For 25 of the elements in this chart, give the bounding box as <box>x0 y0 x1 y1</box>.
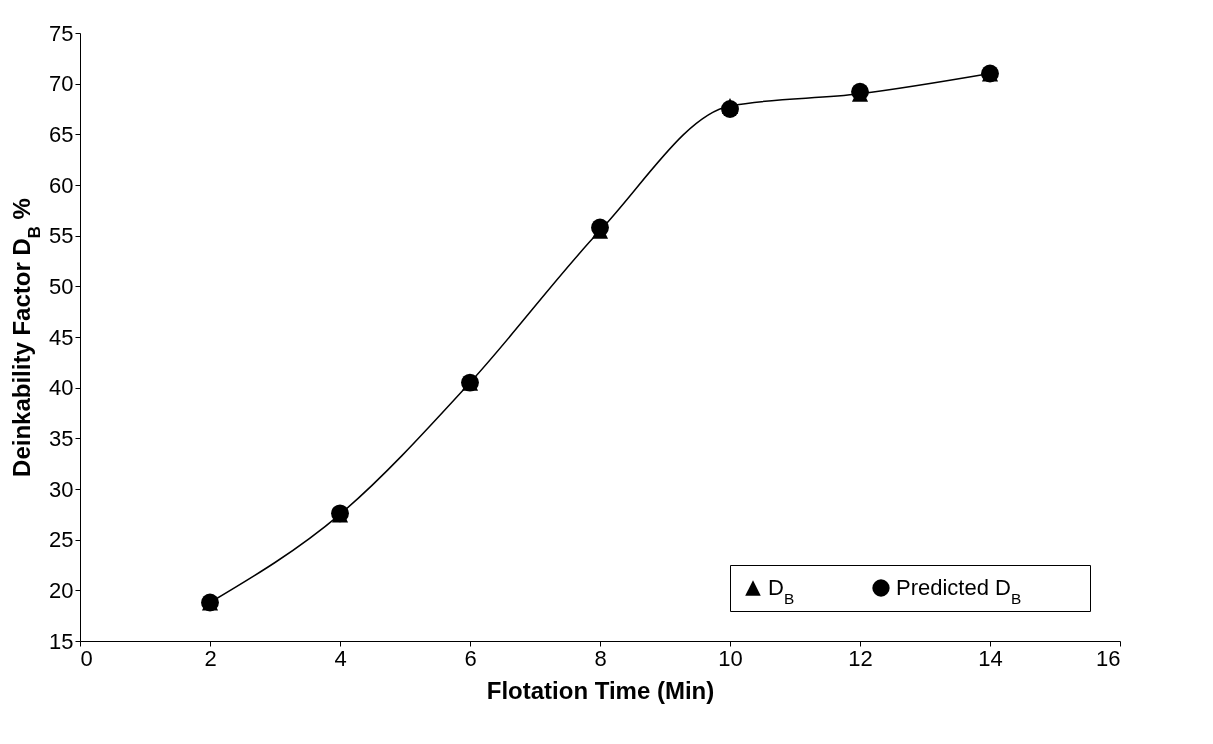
y-tick-label: 45 <box>49 324 74 350</box>
x-tick-label: 6 <box>464 645 477 671</box>
x-axis-title: Flotation Time (Min) <box>486 676 715 704</box>
legend-label: D$_{B}$ <box>768 575 795 607</box>
x-tick-label: 10 <box>718 645 743 671</box>
x-tick-label: 14 <box>978 645 1003 671</box>
y-tick-label: 75 <box>49 20 74 46</box>
x-tick-label: 4 <box>334 645 347 671</box>
y-tick-label: 15 <box>49 628 74 654</box>
x-tick-label: 2 <box>204 645 217 671</box>
y-tick-label: 25 <box>49 527 74 553</box>
y-tick-label: 50 <box>49 273 74 299</box>
y-tick-label: 70 <box>49 71 74 97</box>
y-tick-label: 35 <box>49 425 74 451</box>
legend-label: Predicted D$_{B}$ <box>896 575 1022 607</box>
y-tick-label: 40 <box>49 375 74 401</box>
x-tick-label: 8 <box>594 645 607 671</box>
y-tick-label: 65 <box>49 121 74 147</box>
y-tick-label: 55 <box>49 223 74 249</box>
x-tick-label: 12 <box>848 645 873 671</box>
x-tick-label: 16 <box>1096 645 1121 671</box>
x-tick-label: 0 <box>80 645 93 671</box>
y-tick-label: 60 <box>49 172 74 198</box>
y-tick-label: 20 <box>49 577 74 603</box>
y-tick-label: 30 <box>49 476 74 502</box>
